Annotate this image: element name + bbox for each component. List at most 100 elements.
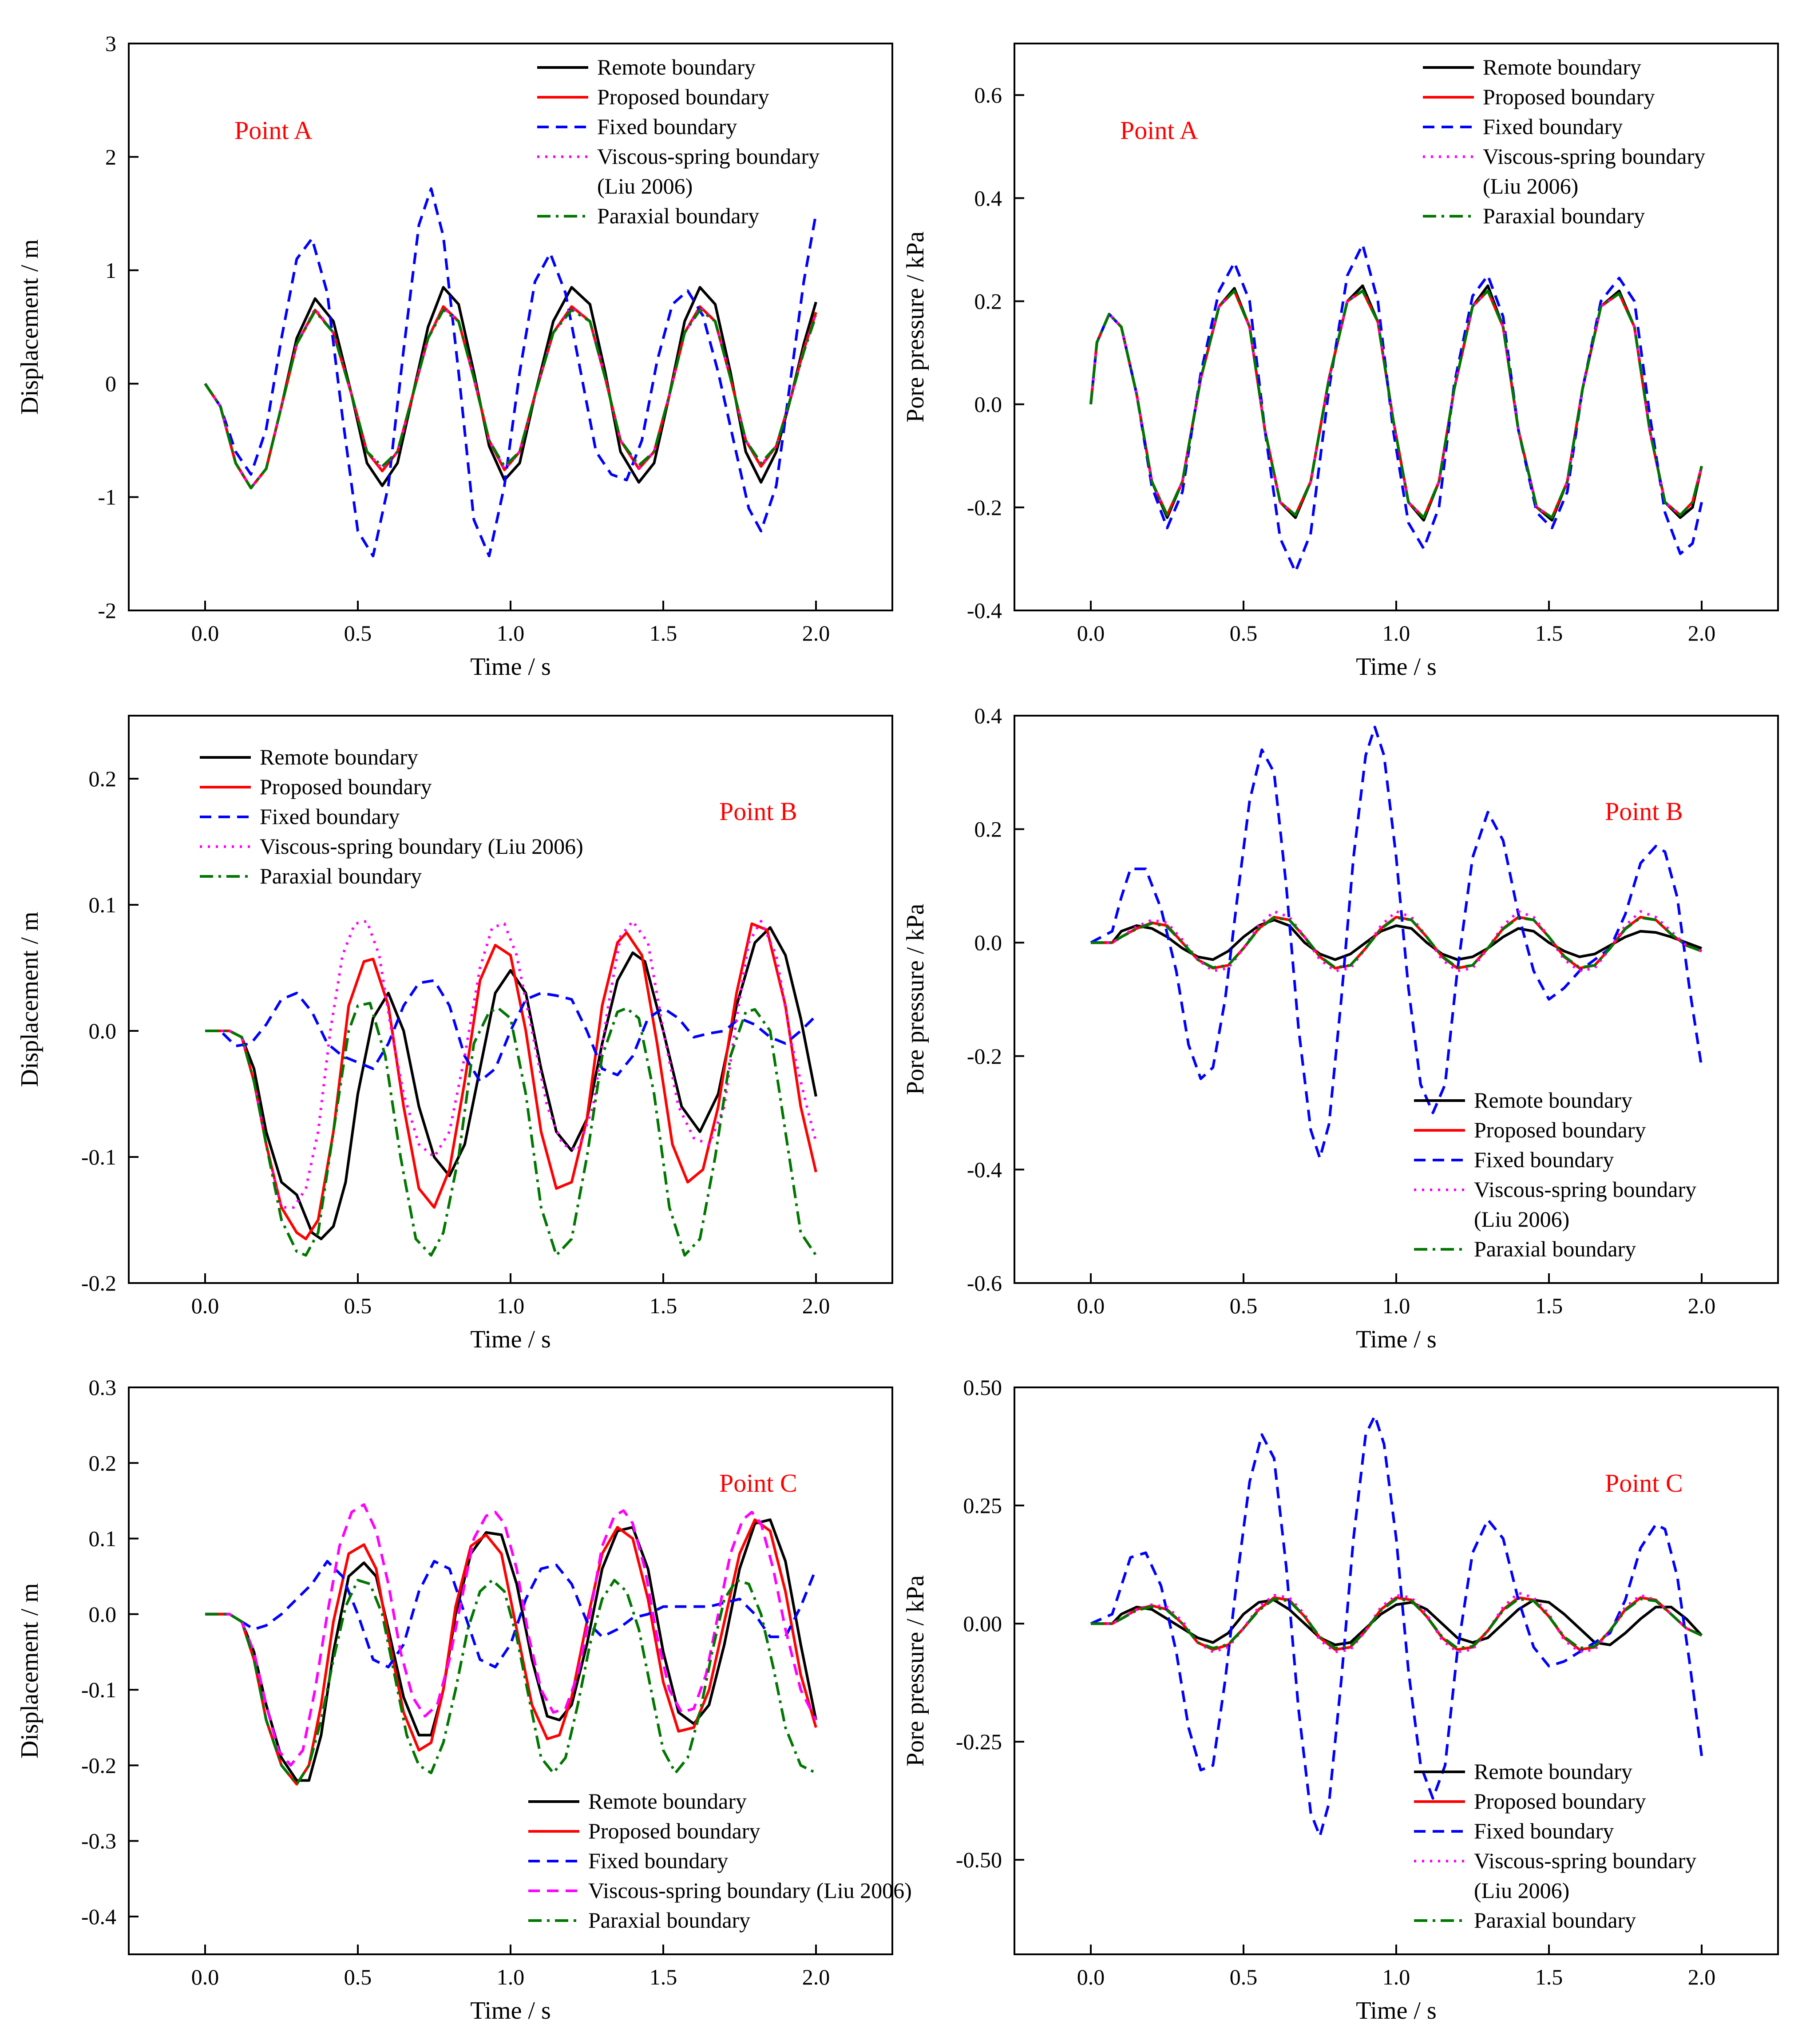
y-tick-label: -0.2 bbox=[967, 1044, 1002, 1069]
series-fixed-boundary bbox=[205, 979, 817, 1083]
x-axis-label: Time / s bbox=[470, 653, 551, 681]
legend-label: Viscous-spring boundary bbox=[1483, 144, 1705, 169]
legend-label: (Liu 2006) bbox=[597, 174, 693, 198]
y-tick-label: -0.4 bbox=[81, 1904, 116, 1929]
series-paraxial-boundary bbox=[205, 1579, 817, 1786]
legend: Remote boundary Proposed boundary Fixed bo… bbox=[1414, 1088, 1696, 1261]
series-fixed-boundary bbox=[1089, 243, 1703, 573]
y-tick-label: 0.0 bbox=[89, 1602, 117, 1627]
x-axis-label: Time / s bbox=[1356, 1997, 1437, 2024]
x-tick-label: 0.0 bbox=[191, 621, 219, 646]
chart-b-pore: 0.0 0.5 1.0 1.5 2.0 -0.6 -0.4 -0.2 0.0 0.2 0.4 Time… bbox=[902, 703, 1779, 1353]
legend-label: Fixed boundary bbox=[260, 804, 400, 829]
x-tick-label: 0.0 bbox=[1077, 1965, 1105, 1989]
legend-label: Fixed boundary bbox=[1483, 114, 1623, 139]
x-tick-label: 2.0 bbox=[802, 621, 830, 646]
x-tick-label: 2.0 bbox=[802, 1965, 830, 1989]
y-tick-label: 0.2 bbox=[974, 289, 1002, 313]
point-label: Point C bbox=[1605, 1469, 1683, 1497]
legend-label: Proposed boundary bbox=[260, 774, 432, 799]
y-tick-label: 0.0 bbox=[974, 392, 1002, 417]
series-fixed-boundary bbox=[205, 1560, 817, 1668]
x-tick-label: 1.0 bbox=[1382, 1965, 1410, 1989]
x-tick-label: 2.0 bbox=[1688, 621, 1716, 646]
chart-c-disp: 0.0 0.5 1.0 1.5 2.0 -0.4 -0.3 -0.2 -0.1 0.0 0.1 0.2… bbox=[16, 1375, 912, 2024]
chart-a-pore: 0.0 0.5 1.0 1.5 2.0 -0.4 -0.2 0.0 0.2 0.4 0.6 Time … bbox=[902, 43, 1779, 681]
legend: Remote boundary Proposed boundary Fixed bo… bbox=[528, 1789, 912, 1933]
y-axis-label: Pore pressure / kPa bbox=[902, 1575, 929, 1767]
legend-label: Proposed boundary bbox=[1474, 1117, 1646, 1142]
y-axis-label: Pore pressure / kPa bbox=[902, 231, 929, 423]
series-paraxial-boundary bbox=[204, 309, 817, 490]
y-tick-label: 1 bbox=[105, 258, 116, 283]
y-tick-label: 0.6 bbox=[974, 83, 1002, 107]
y-tick-label: -0.4 bbox=[967, 1157, 1002, 1182]
x-tick-label: 2.0 bbox=[802, 1293, 830, 1318]
series-paraxial-boundary bbox=[205, 1002, 817, 1257]
point-label: Point B bbox=[719, 797, 797, 826]
y-tick-label: -0.3 bbox=[81, 1829, 116, 1854]
x-tick-label: 1.5 bbox=[650, 1293, 677, 1318]
x-tick-label: 0.0 bbox=[1077, 1293, 1105, 1318]
y-tick-label: -0.2 bbox=[967, 495, 1002, 520]
point-label: Point A bbox=[234, 116, 313, 145]
x-tick-label: 2.0 bbox=[1688, 1293, 1716, 1318]
series-paraxial-boundary bbox=[1091, 1597, 1703, 1650]
y-tick-label: -0.1 bbox=[81, 1145, 116, 1169]
y-tick-label: -0.2 bbox=[81, 1753, 116, 1778]
series-fixed-boundary bbox=[204, 187, 817, 558]
legend-label: (Liu 2006) bbox=[1474, 1207, 1569, 1232]
x-tick-label: 1.5 bbox=[1535, 1293, 1563, 1318]
x-tick-label: 0.0 bbox=[191, 1293, 219, 1318]
legend-label: Remote boundary bbox=[588, 1789, 747, 1814]
legend: Remote boundary Proposed boundary Fixed bo… bbox=[537, 55, 820, 228]
x-tick-label: 1.0 bbox=[1382, 1293, 1410, 1318]
x-axis-label: Time / s bbox=[1356, 653, 1437, 681]
legend-label: Paraxial boundary bbox=[260, 864, 422, 888]
point-label: Point B bbox=[1605, 797, 1683, 826]
x-tick-label: 0.5 bbox=[1230, 1965, 1258, 1989]
y-tick-label: -2 bbox=[98, 598, 116, 623]
series-remote-boundary bbox=[204, 286, 817, 490]
x-tick-label: 0.5 bbox=[344, 1293, 372, 1318]
y-axis-label: Displacement / m bbox=[16, 1583, 44, 1759]
x-tick-label: 1.0 bbox=[497, 621, 525, 646]
legend-label: Viscous-spring boundary (Liu 2006) bbox=[260, 834, 583, 859]
y-tick-label: 0.3 bbox=[89, 1375, 117, 1400]
y-tick-label: 0.50 bbox=[963, 1375, 1002, 1400]
legend-label: Viscous-spring boundary (Liu 2006) bbox=[588, 1878, 912, 1903]
y-axis-label: Displacement / m bbox=[16, 239, 44, 415]
y-tick-label: 2 bbox=[105, 144, 116, 169]
y-tick-label: 0.2 bbox=[89, 766, 117, 791]
y-axis-label: Displacement / m bbox=[16, 911, 44, 1087]
y-tick-label: -0.25 bbox=[956, 1729, 1002, 1754]
series-viscous-spring-boundary-liu-2006 bbox=[205, 919, 817, 1209]
series-viscous-spring-boundary-liu-2006 bbox=[205, 1503, 817, 1767]
y-tick-label: 0.00 bbox=[963, 1611, 1002, 1636]
legend-label: Paraxial boundary bbox=[1474, 1908, 1636, 1933]
y-tick-label: -0.4 bbox=[967, 598, 1002, 623]
x-tick-label: 1.5 bbox=[650, 621, 677, 646]
x-tick-label: 0.0 bbox=[191, 1965, 219, 1989]
y-tick-label: 0.1 bbox=[89, 892, 117, 917]
y-tick-label: 0.25 bbox=[963, 1493, 1002, 1518]
legend-label: Paraxial boundary bbox=[597, 203, 759, 228]
legend-label: Paraxial boundary bbox=[1483, 203, 1645, 228]
legend-label: Remote boundary bbox=[260, 745, 418, 769]
legend: Remote boundary Proposed boundary Fixed bo… bbox=[1423, 55, 1705, 228]
legend-label: Proposed boundary bbox=[1483, 84, 1655, 109]
legend-label: Fixed boundary bbox=[588, 1848, 728, 1873]
x-tick-label: 0.5 bbox=[1230, 1293, 1258, 1318]
legend-label: Remote boundary bbox=[1474, 1088, 1632, 1113]
y-tick-label: 0.2 bbox=[89, 1450, 117, 1475]
x-tick-label: 1.0 bbox=[497, 1293, 525, 1318]
legend-label: Viscous-spring boundary bbox=[1474, 1848, 1696, 1873]
series-proposed-boundary bbox=[205, 1518, 817, 1786]
series-proposed-boundary bbox=[205, 922, 817, 1240]
y-tick-label: -0.1 bbox=[81, 1677, 116, 1702]
legend-label: (Liu 2006) bbox=[1474, 1878, 1569, 1903]
legend-label: Viscous-spring boundary bbox=[597, 144, 820, 169]
legend: Remote boundary Proposed boundary Fixed bo… bbox=[1414, 1759, 1696, 1933]
y-tick-label: 0.0 bbox=[974, 930, 1002, 955]
